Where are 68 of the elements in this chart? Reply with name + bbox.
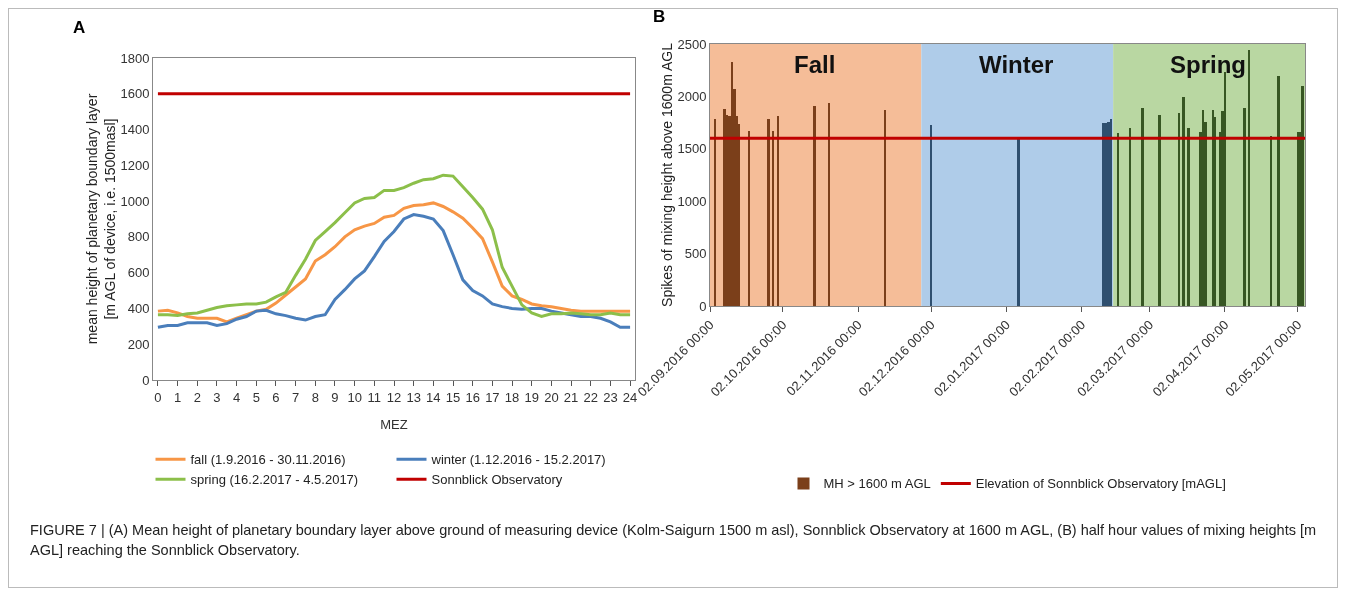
y-tick-label: 1500: [677, 141, 707, 157]
bar: [1243, 107, 1246, 306]
bar: [1158, 115, 1161, 306]
x-tick-label: 22: [583, 389, 598, 405]
y-tick-label: 200: [127, 336, 150, 352]
x-tick-label: 14: [426, 389, 441, 405]
band-label: Winter: [979, 51, 1054, 78]
x-tick-label: 15: [445, 389, 461, 405]
x-tick-label: 13: [406, 389, 421, 405]
y-tick-label: 1200: [120, 157, 150, 173]
x-tick-label: 3: [213, 389, 221, 405]
bar: [1301, 85, 1304, 306]
x-tick-label: 5: [252, 389, 260, 405]
x-tick-label: 12: [386, 389, 402, 405]
line-series: [156, 173, 632, 318]
x-tick-label: 20: [544, 389, 559, 405]
x-tick-label: 6: [272, 389, 280, 405]
legend-label: fall (1.9.2016 - 30.11.2016): [190, 452, 346, 468]
x-tick-label: 19: [524, 389, 539, 405]
x-tick-label: 9: [331, 389, 339, 405]
bar: [767, 119, 770, 306]
x-tick-label: 2: [193, 389, 201, 405]
y-tick-label: 800: [127, 229, 150, 245]
x-tick-label: 17: [485, 389, 500, 405]
x-tick-label: 7: [292, 389, 300, 405]
bar: [1017, 138, 1020, 306]
x-tick-label: 18: [504, 389, 520, 405]
y-tick-label: 1600: [120, 86, 150, 102]
text: A: [73, 18, 86, 37]
bar: [1182, 97, 1185, 306]
y-tick-label: 2500: [677, 36, 707, 52]
x-axis-title: MEZ: [380, 417, 408, 432]
y-tick-label: 1000: [120, 193, 150, 209]
x-tick-label: 24: [622, 389, 638, 405]
y-tick-label: 500: [684, 246, 707, 262]
y-tick-label: 1800: [120, 50, 150, 66]
legend-label: Elevation of Sonnblick Observatory [mAGL]: [975, 476, 1226, 492]
x-tick-label: 10: [347, 389, 362, 405]
x-tick-label: 11: [367, 389, 382, 405]
x-tick-label: 16: [465, 389, 480, 405]
bar: [1141, 107, 1144, 306]
y-tick-label: 0: [699, 298, 707, 314]
text: B: [653, 7, 666, 26]
y-tick-label: 400: [127, 300, 150, 316]
x-tick-label: 23: [603, 389, 618, 405]
x-tick-label: 0: [154, 389, 162, 405]
legend-label: winter (1.12.2016 - 15.2.2017): [430, 452, 606, 468]
y-tick-label: 1000: [677, 193, 707, 209]
legend-label: MH > 1600 m AGL: [823, 476, 931, 492]
y-tick-label: 0: [142, 372, 150, 388]
bar: [723, 108, 726, 306]
y-tick-label: 1400: [120, 122, 150, 138]
band-label: Spring: [1170, 51, 1246, 78]
x-tick-label: 1: [173, 389, 182, 405]
caption: FIGURE 7 | (A) Mean height of planetary boundary layer above ground of measuring device (Kolm-Saigurn 1500 m asl), Sonnblick Observatory at 1600 m AGL, (B) half hour values of mixing heights [m AGL] reaching the Sonnblick Observatory.: [30, 521, 1318, 560]
y-tick-label: 2000: [677, 88, 707, 104]
band-label: Fall: [794, 51, 836, 78]
bar: [1187, 127, 1190, 306]
x-tick-label: 21: [563, 389, 579, 405]
legend-label: spring (16.2.2017 - 4.5.2017): [190, 472, 359, 488]
x-tick-label: 4: [232, 389, 241, 405]
y-axis-title: Spikes of mixing height above 1600m AGL: [659, 42, 675, 307]
x-tick-label: 8: [311, 389, 319, 405]
legend-label: Sonnblick Observatory: [431, 472, 563, 488]
y-tick-label: 600: [127, 265, 150, 281]
y-axis-title: mean height of planetary boundary layer [m AGL of device, i.e. 1500masl]: [84, 93, 119, 345]
bar: [813, 105, 816, 306]
bar: [1277, 76, 1280, 306]
